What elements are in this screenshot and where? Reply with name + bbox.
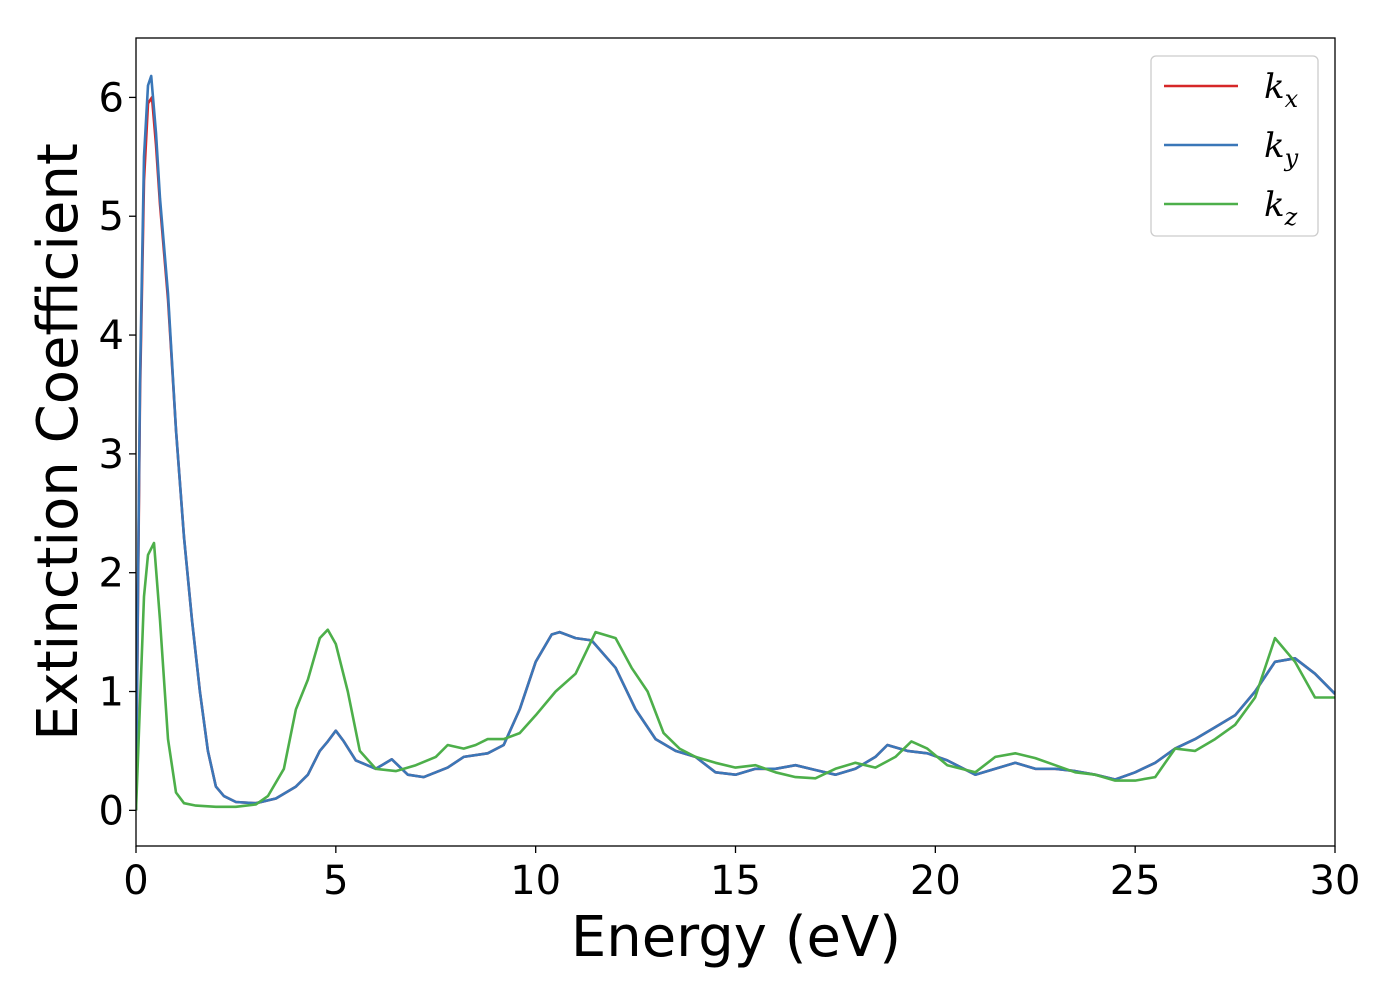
y-axis-label: Extinction Coefficient [26,143,91,741]
x-tick-label: 20 [910,858,961,904]
y-tick-label: 0 [99,788,124,834]
y-tick-label: 2 [99,551,124,597]
legend-label-z: kz [1264,185,1298,231]
legend-label-base: k [1264,185,1285,225]
legend-label-subscript: x [1285,85,1299,113]
x-tick-label: 30 [1310,858,1361,904]
series-line-z [136,541,1335,811]
legend-label-base: k [1264,126,1285,166]
legend-label-y: ky [1264,126,1299,172]
x-axis-label: Energy (eV) [571,905,901,970]
y-tick-label: 6 [99,75,124,121]
legend-label-x: kx [1264,67,1299,113]
x-tick-label: 0 [123,858,148,904]
x-tick-label: 5 [323,858,348,904]
x-tick-label: 15 [710,858,761,904]
legend-label-base: k [1264,67,1285,107]
x-tick-label: 25 [1110,858,1161,904]
y-tick-label: 5 [99,194,124,240]
legend-label-subscript: y [1284,144,1299,172]
ticks-layer: 0 5 10 15 20 25 30 0 1 2 3 4 5 6 [99,75,1361,904]
legend-label-subscript: z [1284,203,1298,231]
x-tick-label: 10 [510,858,561,904]
y-tick-label: 1 [99,670,124,716]
y-tick-label: 4 [99,313,124,359]
y-tick-label: 3 [99,432,124,478]
series-layer [136,74,1335,811]
